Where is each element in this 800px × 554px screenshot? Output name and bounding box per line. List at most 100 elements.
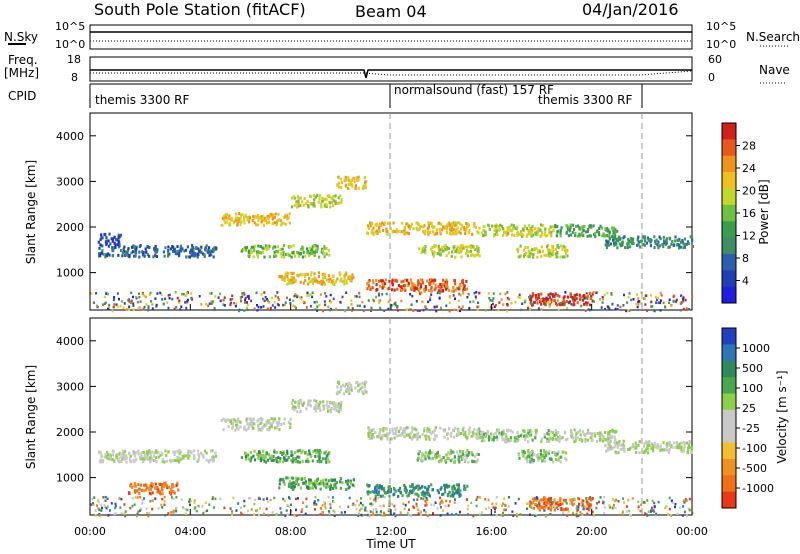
near-range-cell — [643, 297, 646, 300]
scatter-cell — [325, 252, 328, 256]
scatter-cell — [339, 273, 342, 277]
scatter-cell — [540, 455, 543, 459]
scatter-cell — [224, 418, 227, 422]
near-range-cell — [503, 508, 506, 512]
scatter-cell — [323, 272, 326, 276]
scatter-cell — [268, 255, 271, 259]
scatter-cell — [327, 274, 331, 278]
scatter-cell — [127, 491, 131, 495]
scatter-cell — [233, 418, 236, 422]
x-tick-label: 00:00 — [676, 525, 708, 538]
scatter-cell — [371, 428, 374, 432]
scatter-cell — [399, 491, 403, 495]
near-range-cell — [186, 300, 189, 303]
scatter-cell — [630, 446, 633, 450]
scatter-cell — [368, 279, 371, 283]
near-range-cell — [328, 299, 331, 303]
scatter-cell — [319, 450, 322, 454]
scatter-cell — [259, 245, 262, 248]
near-range-cell — [584, 505, 587, 509]
near-range-cell — [316, 309, 319, 312]
scatter-cell — [604, 437, 607, 441]
near-range-cell — [533, 507, 536, 510]
scatter-cell — [631, 443, 634, 447]
scatter-cell — [215, 246, 218, 250]
near-range-cell — [339, 300, 342, 304]
scatter-cell — [516, 250, 520, 254]
near-range-cell — [370, 309, 373, 312]
scatter-cell — [296, 250, 299, 254]
near-range-cell — [139, 300, 142, 303]
scatter-cell — [299, 251, 302, 255]
scatter-cell — [321, 197, 324, 200]
near-range-cell — [334, 307, 337, 311]
near-range-cell — [120, 497, 123, 501]
scatter-cell — [313, 201, 316, 205]
near-range-cell — [501, 514, 504, 517]
near-range-cell — [424, 306, 427, 310]
near-range-cell — [182, 506, 185, 509]
scatter-cell — [443, 429, 446, 433]
near-range-cell — [682, 499, 685, 502]
scatter-cell — [499, 223, 502, 227]
scatter-cell — [404, 278, 407, 282]
near-range-cell — [657, 500, 660, 504]
near-range-cell — [507, 505, 510, 508]
scatter-cell — [552, 460, 555, 464]
near-range-cell — [430, 503, 433, 507]
scatter-cell — [306, 485, 309, 489]
scatter-cell — [398, 433, 401, 437]
near-range-cell — [213, 306, 216, 310]
scatter-cell — [527, 230, 531, 234]
scatter-cell — [313, 198, 316, 202]
scatter-cell — [564, 499, 567, 503]
scatter-cell — [291, 407, 294, 410]
scatter-cell — [374, 223, 377, 227]
scatter-cell — [409, 431, 412, 435]
scatter-cell — [433, 288, 436, 292]
near-range-cell — [145, 507, 148, 510]
scatter-cell — [403, 489, 406, 493]
scatter-cell — [272, 213, 275, 217]
scatter-cell — [163, 460, 166, 464]
scatter-cell — [323, 451, 326, 455]
scatter-cell — [318, 456, 321, 460]
scatter-cell — [384, 282, 387, 286]
scatter-cell — [268, 453, 271, 456]
near-range-cell — [458, 510, 461, 514]
scatter-cell — [313, 253, 316, 257]
near-range-cell — [306, 294, 309, 297]
scatter-cell — [439, 286, 442, 290]
scatter-cell — [571, 231, 574, 234]
near-range-cell — [396, 305, 399, 308]
scatter-cell — [528, 250, 531, 253]
near-range-cell — [684, 298, 687, 302]
scatter-cell — [554, 292, 557, 296]
scatter-cell — [125, 456, 128, 460]
scatter-cell — [98, 459, 101, 463]
near-range-cell — [360, 513, 363, 517]
scatter-cell — [221, 216, 224, 220]
scatter-cell — [557, 456, 561, 460]
near-range-cell — [494, 506, 497, 509]
scatter-cell — [138, 487, 141, 491]
scatter-cell — [611, 428, 614, 432]
scatter-cell — [123, 452, 126, 456]
scatter-cell — [418, 228, 421, 231]
scatter-cell — [465, 456, 468, 460]
scatter-cell — [315, 250, 318, 254]
scatter-cell — [338, 201, 341, 205]
scatter-cell — [285, 271, 288, 275]
near-range-cell — [674, 505, 676, 509]
near-range-cell — [244, 298, 247, 302]
scatter-cell — [283, 482, 286, 486]
near-range-cell — [103, 504, 106, 507]
scatter-cell — [364, 186, 367, 190]
scatter-cell — [314, 481, 317, 485]
scatter-cell — [405, 433, 408, 437]
scatter-cell — [236, 218, 239, 222]
near-range-cell — [621, 512, 624, 516]
scatter-cell — [334, 280, 337, 284]
scatter-cell — [401, 494, 404, 497]
near-range-cell — [642, 501, 645, 504]
